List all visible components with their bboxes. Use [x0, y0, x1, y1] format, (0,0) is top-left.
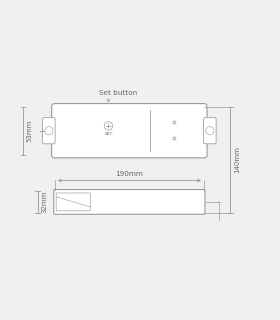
Text: 190mm: 190mm — [115, 171, 143, 177]
Text: 32mm: 32mm — [41, 191, 47, 213]
Text: SET: SET — [104, 132, 113, 136]
Text: 53mm: 53mm — [27, 120, 33, 142]
Text: 140mm: 140mm — [234, 147, 240, 173]
FancyBboxPatch shape — [52, 104, 207, 158]
FancyBboxPatch shape — [204, 118, 216, 144]
Text: Set button: Set button — [99, 91, 137, 96]
FancyBboxPatch shape — [56, 193, 90, 211]
FancyBboxPatch shape — [43, 118, 55, 144]
FancyBboxPatch shape — [54, 189, 205, 214]
